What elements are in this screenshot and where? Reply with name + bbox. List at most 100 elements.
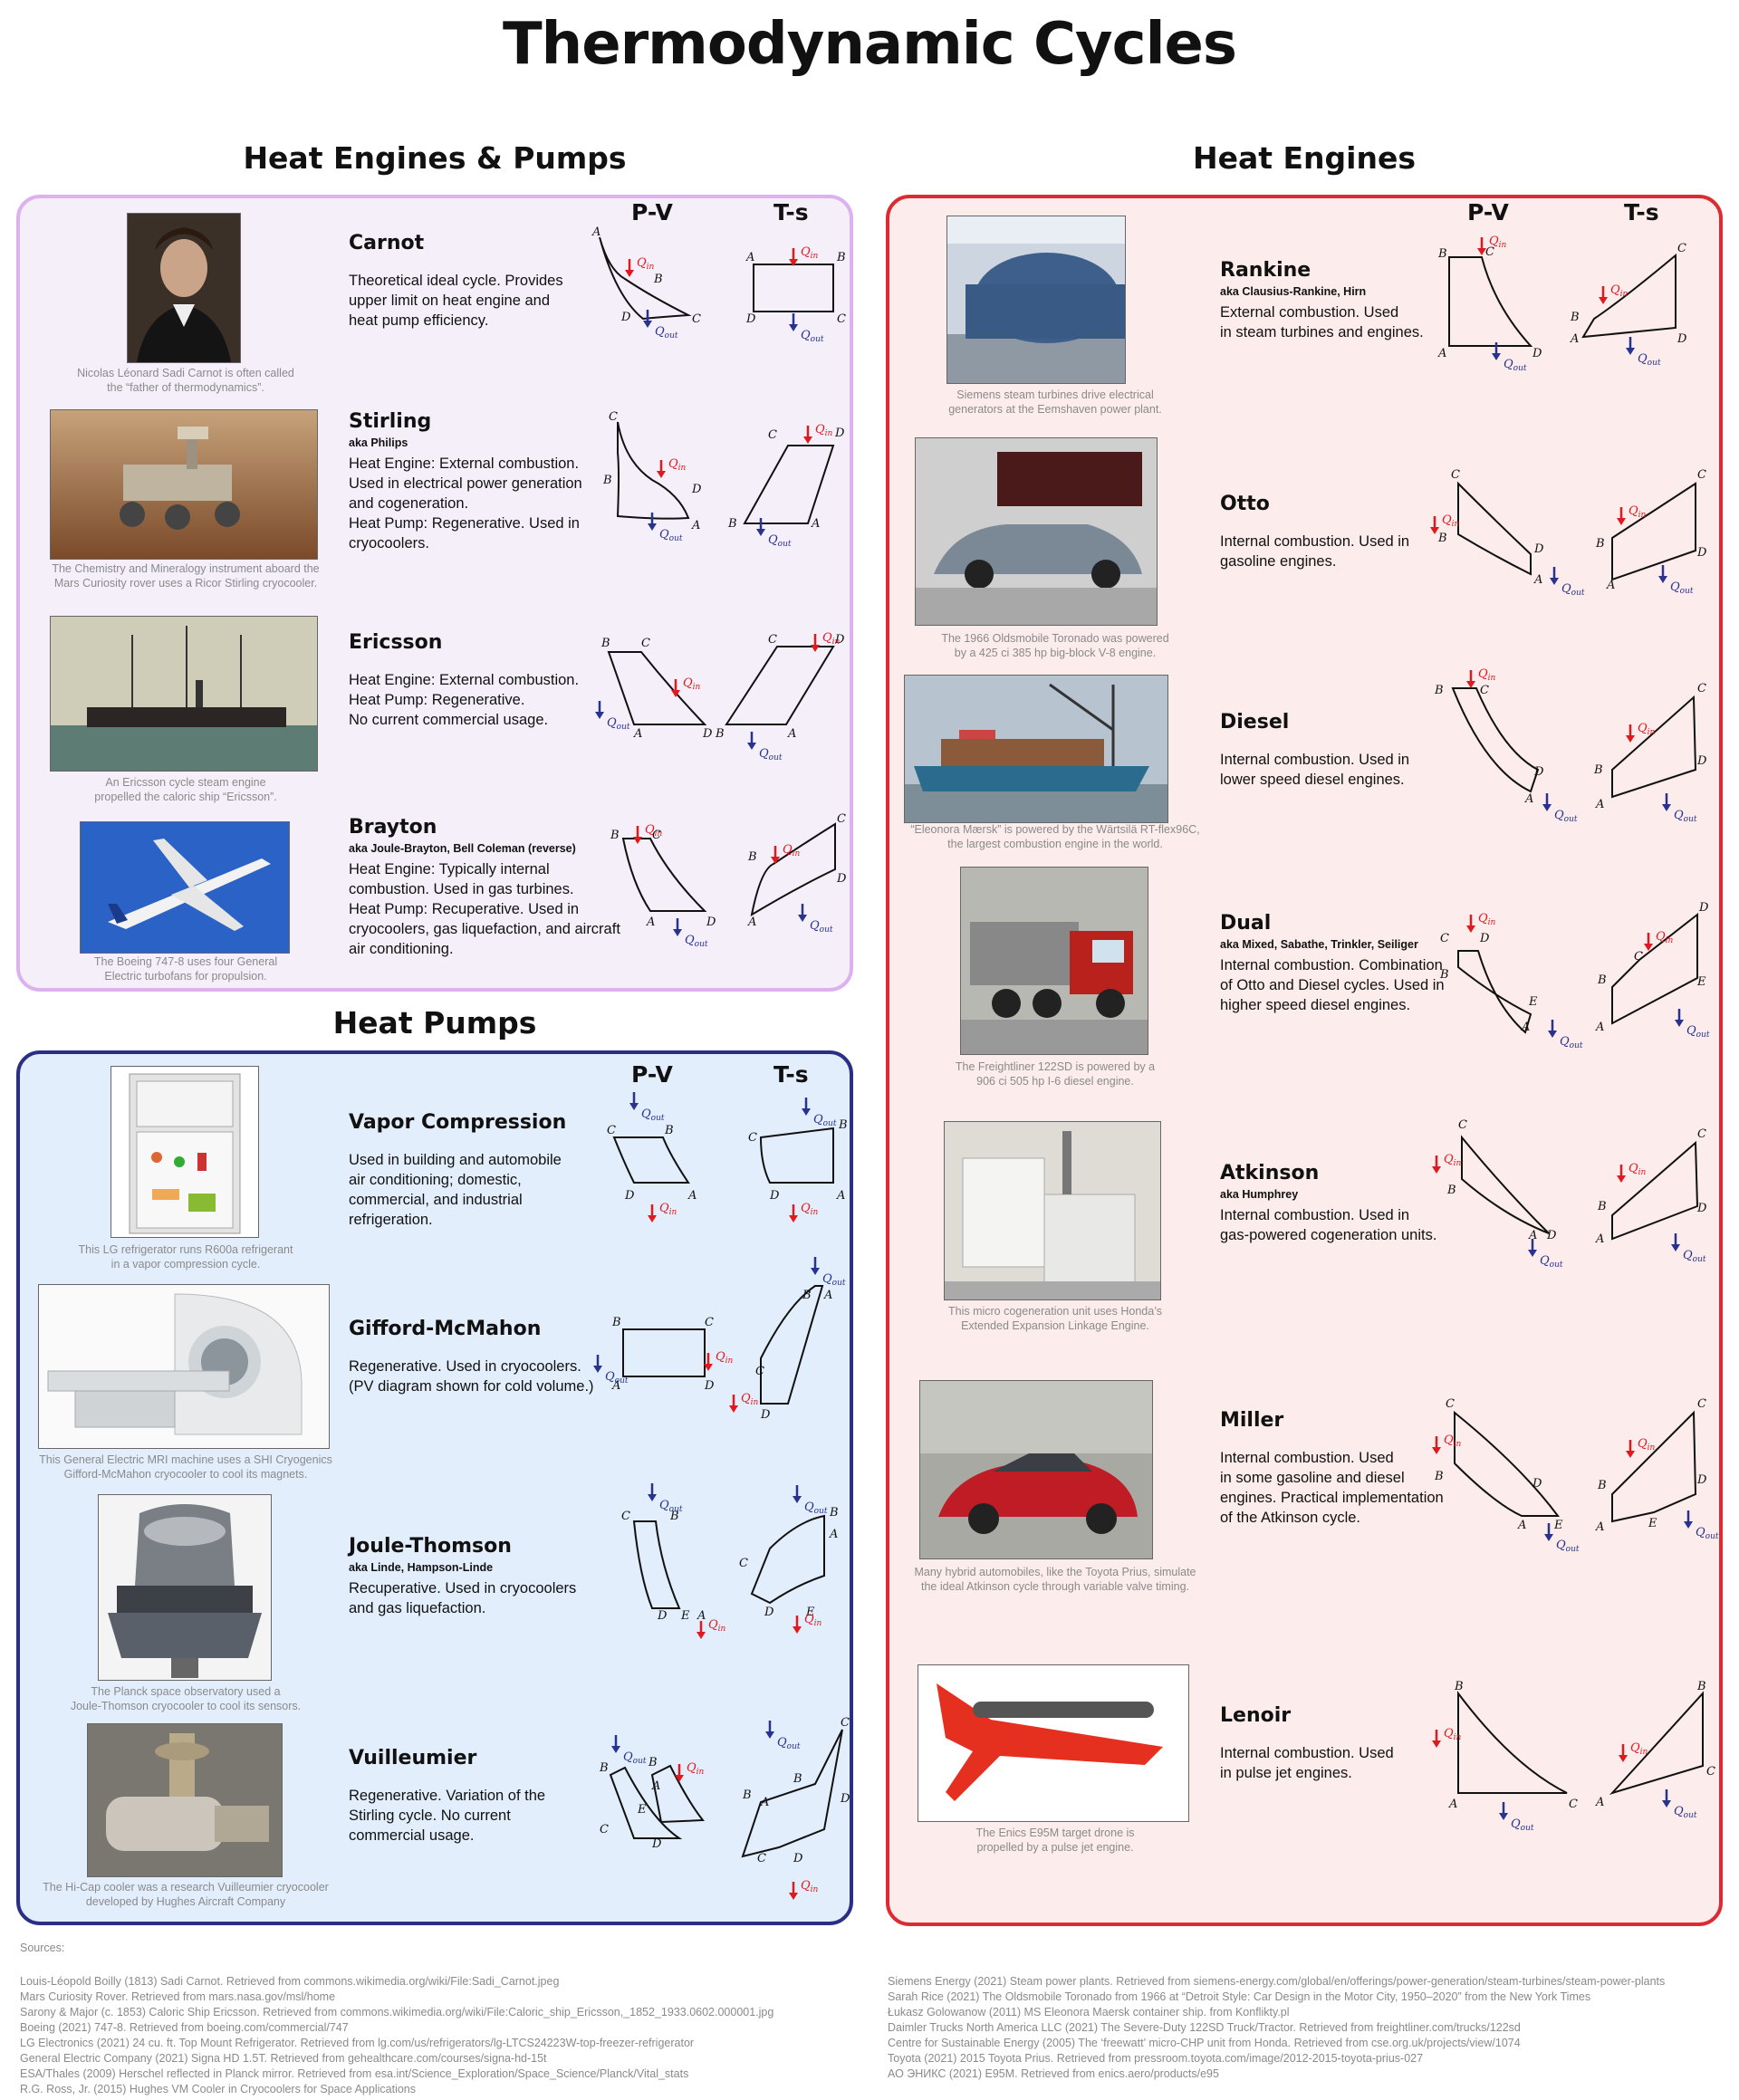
heat-out-arrow bbox=[629, 1092, 639, 1110]
sources-heading: Sources: bbox=[20, 1942, 65, 1954]
state-point-label: C bbox=[609, 410, 618, 424]
atkinson-ts-diagram: C B D A Qin Qout bbox=[1595, 1127, 1707, 1264]
stirling-pv-diagram: C B D A Qin Qout bbox=[602, 410, 702, 543]
heat-in-label: Qin bbox=[1444, 1434, 1462, 1449]
cycle-path bbox=[741, 1729, 843, 1858]
state-point-label: C bbox=[600, 1823, 609, 1836]
pv-label: P-V bbox=[631, 1061, 673, 1088]
state-point-label: B bbox=[1437, 532, 1447, 545]
state-point-label: D bbox=[1696, 1473, 1707, 1487]
brayton-ts-diagram: C B D A Qin Qout bbox=[747, 812, 847, 935]
heat-out-label: Qout bbox=[777, 1736, 801, 1751]
state-point-label: D bbox=[1696, 546, 1707, 560]
cycle-path bbox=[1609, 1691, 1704, 1795]
state-point-label: B bbox=[829, 1506, 839, 1520]
state-point-label: C bbox=[652, 829, 661, 842]
mri-machine-image bbox=[38, 1284, 330, 1449]
hicap-cooler-image bbox=[87, 1723, 283, 1877]
heat-in-arrow bbox=[625, 259, 634, 277]
state-point-label: B bbox=[1446, 1184, 1456, 1197]
state-point-label: A bbox=[1595, 1232, 1604, 1246]
state-point-label: C bbox=[705, 1316, 714, 1329]
state-point-label: B bbox=[653, 273, 663, 286]
heat-out-label: Qout bbox=[641, 1108, 665, 1123]
state-point-label: C bbox=[1697, 468, 1706, 482]
heat-in-label: Qin bbox=[1638, 1437, 1656, 1453]
state-point-label: A bbox=[1524, 792, 1533, 806]
heat-in-arrow bbox=[1617, 507, 1626, 525]
state-point-label: A bbox=[633, 727, 642, 741]
state-point-label: B bbox=[648, 1756, 658, 1769]
heat-out-arrow bbox=[1658, 565, 1667, 583]
heat-in-arrow bbox=[671, 679, 680, 697]
heat-in-arrow bbox=[1619, 1744, 1628, 1762]
cycle-path bbox=[1454, 1410, 1560, 1517]
cycle-path bbox=[725, 646, 835, 725]
heat-in-arrow bbox=[729, 1395, 738, 1413]
ericsson-cycle-text: Ericsson Heat Engine: External combustio… bbox=[349, 631, 580, 728]
heat-out-arrow bbox=[798, 904, 807, 922]
state-point-label: C bbox=[1451, 468, 1460, 482]
heat-in-label: Qin bbox=[1444, 1153, 1462, 1168]
state-point-label: A bbox=[651, 1779, 660, 1793]
state-point-label: D bbox=[1532, 347, 1542, 360]
toyota-prius-image bbox=[919, 1380, 1153, 1559]
heat-in-label: Qin bbox=[687, 1761, 705, 1777]
state-point-label: C bbox=[768, 428, 777, 442]
lenoir-cycle-text: Lenoir Internal combustion. Used in pulse… bbox=[1220, 1704, 1394, 1781]
carnot-pv-diagram: A B C D Qin Qout bbox=[591, 225, 701, 340]
heat-out-arrow bbox=[789, 313, 798, 331]
heat-in-arrow bbox=[657, 460, 666, 478]
section-title-heat-pumps: Heat Pumps bbox=[332, 1005, 537, 1040]
state-point-label: E bbox=[680, 1609, 690, 1623]
heat-out-arrow bbox=[593, 1355, 602, 1373]
refrigerator-image bbox=[110, 1066, 259, 1238]
state-point-label: C bbox=[1706, 1765, 1715, 1779]
heat-out-label: Qout bbox=[685, 934, 708, 949]
state-point-label: A bbox=[760, 1796, 769, 1809]
ts-label: T-s bbox=[773, 1061, 809, 1088]
heat-out-label: Qout bbox=[655, 325, 678, 340]
heat-in-arrow bbox=[1626, 1440, 1635, 1458]
heat-out-label: Qout bbox=[813, 1113, 837, 1128]
rankine-ts-diagram: C BA D Qin Qout bbox=[1570, 242, 1687, 368]
heat-out-label: Qout bbox=[1511, 1817, 1534, 1833]
page-title: Thermodynamic Cycles bbox=[502, 11, 1237, 78]
heat-out-arrow bbox=[747, 732, 756, 750]
state-point-label: E bbox=[1553, 1519, 1563, 1532]
vuilleumier-caption: The Hi-Cap cooler was a research Vuilleu… bbox=[43, 1881, 329, 1908]
state-point-label: A bbox=[1517, 1519, 1526, 1532]
heat-out-label: Qout bbox=[1504, 358, 1527, 373]
joule-cycle-text: Joule-Thomson aka Linde, Hampson-Linde R… bbox=[349, 1535, 577, 1616]
diesel-cycle-text: Diesel Internal combustion. Used in lower… bbox=[1220, 711, 1410, 788]
cycle-path bbox=[1611, 912, 1698, 1025]
state-point-label: C bbox=[755, 1365, 764, 1378]
atkinson-caption: This micro cogeneration unit uses Honda’… bbox=[947, 1305, 1162, 1332]
heat-out-arrow bbox=[1671, 1233, 1680, 1251]
state-point-label: C bbox=[607, 1124, 616, 1137]
heat-out-label: Qout bbox=[1638, 352, 1661, 368]
state-point-label: E bbox=[1528, 995, 1538, 1009]
heat-in-label: Qin bbox=[804, 1613, 822, 1628]
pv-label: P-V bbox=[631, 199, 673, 225]
lenoir-caption: The Enics E95M target drone is propelled … bbox=[975, 1827, 1135, 1854]
state-point-label: C bbox=[739, 1557, 748, 1570]
state-point-label: C bbox=[837, 312, 846, 326]
state-point-label: C bbox=[768, 633, 777, 647]
heat-out-arrow bbox=[1548, 1020, 1557, 1038]
state-point-label: D bbox=[1696, 754, 1707, 768]
state-point-label: C bbox=[1634, 950, 1643, 964]
state-point-label: C bbox=[1485, 245, 1494, 259]
heat-in-label: Qin bbox=[801, 245, 819, 261]
cycle-path bbox=[1457, 1691, 1568, 1794]
heat-out-arrow bbox=[1684, 1510, 1693, 1529]
otto-ts-diagram: C B D A Qin Qout bbox=[1595, 468, 1707, 596]
state-point-label: D bbox=[651, 1837, 662, 1851]
state-point-label: B bbox=[836, 251, 846, 264]
state-point-label: A bbox=[691, 519, 700, 532]
